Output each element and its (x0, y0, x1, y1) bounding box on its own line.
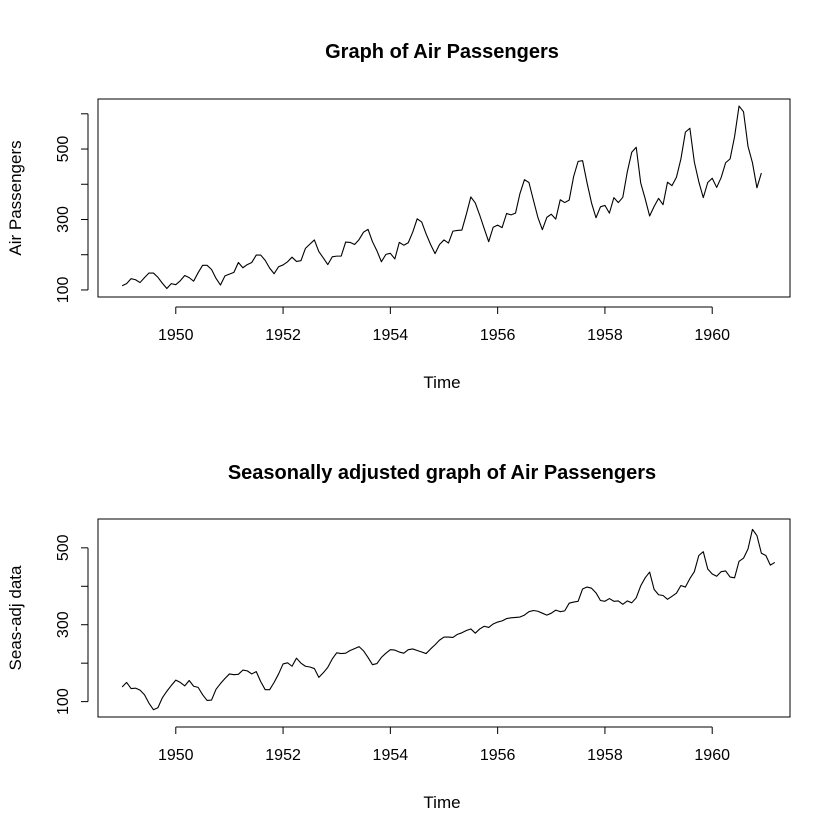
plot-frame (97, 518, 791, 718)
chart-title: Graph of Air Passengers (325, 41, 559, 63)
panel-seasonally-adjusted: Seasonally adjusted graph of Air Passeng… (6, 462, 791, 812)
plot-frame (97, 98, 791, 298)
x-axis: 1950 1952 1954 1956 1958 1960 (158, 306, 730, 344)
y-tick-label: 300 (55, 206, 72, 233)
y-axis-label: Seas-adj data (6, 565, 25, 670)
x-tick-label: 1958 (587, 327, 623, 344)
y-axis-label: Air Passengers (6, 140, 25, 255)
x-axis: 1950 1952 1954 1956 1958 1960 (158, 726, 730, 764)
series-line (121, 528, 776, 711)
x-tick-label: 1952 (265, 747, 301, 764)
x-axis-label: Time (423, 793, 460, 812)
y-tick-label: 500 (55, 534, 72, 561)
x-tick-label: 1960 (694, 327, 730, 344)
chart-title: Seasonally adjusted graph of Air Passeng… (228, 462, 656, 484)
panel-air-passengers: Graph of Air Passengers 1950 1952 1954 1956… (6, 41, 791, 392)
x-tick-label: 1958 (587, 747, 623, 764)
y-tick-label: 300 (55, 611, 72, 638)
y-tick-label: 100 (55, 277, 72, 304)
x-tick-label: 1954 (373, 747, 409, 764)
x-tick-label: 1952 (265, 327, 301, 344)
x-axis-label: Time (423, 373, 460, 392)
x-tick-label: 1956 (480, 327, 516, 344)
y-axis: 100 300 500 (55, 534, 89, 715)
x-tick-label: 1950 (158, 327, 194, 344)
x-tick-label: 1956 (480, 747, 516, 764)
y-axis: 100 300 500 (55, 113, 89, 304)
x-tick-label: 1954 (373, 327, 409, 344)
x-tick-label: 1960 (694, 747, 730, 764)
y-tick-label: 500 (55, 136, 72, 163)
series-line (121, 105, 762, 290)
x-tick-label: 1950 (158, 747, 194, 764)
y-tick-label: 100 (55, 688, 72, 715)
